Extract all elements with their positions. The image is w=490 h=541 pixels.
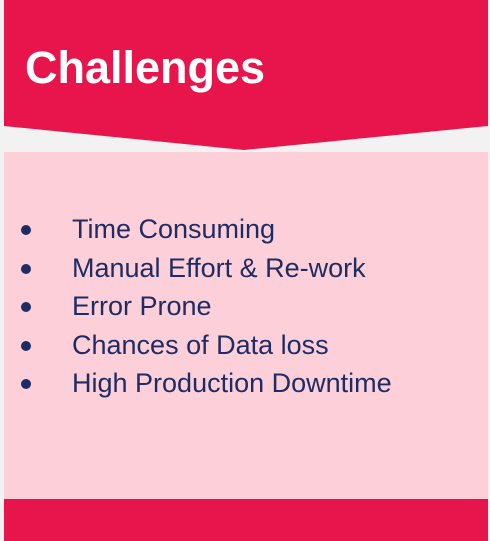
bullet-icon [21,225,31,235]
list-item: Error Prone [4,287,488,326]
list-item-label: Manual Effort & Re-work [72,252,366,283]
list-item: Chances of Data loss [4,326,488,365]
bullet-icon [21,302,31,312]
bullet-icon [21,379,31,389]
challenges-list: Time Consuming Manual Effort & Re-work E… [4,210,488,403]
challenges-panel: Time Consuming Manual Effort & Re-work E… [4,152,488,499]
list-item: Manual Effort & Re-work [4,249,488,288]
list-item-label: Chances of Data loss [72,329,329,360]
header-chevron-shape [4,0,488,150]
footer-bar [4,499,488,541]
card-title: Challenges [25,42,266,93]
list-item: High Production Downtime [4,364,488,403]
list-item: Time Consuming [4,210,488,249]
header-banner [4,0,488,150]
bullet-icon [21,340,31,351]
bullet-icon [21,263,31,274]
list-item-label: Time Consuming [72,214,276,244]
list-item-label: Error Prone [72,291,212,321]
list-item-label: High Production Downtime [72,368,392,398]
challenges-card: Challenges Time Consuming Manual Effort … [4,0,488,541]
